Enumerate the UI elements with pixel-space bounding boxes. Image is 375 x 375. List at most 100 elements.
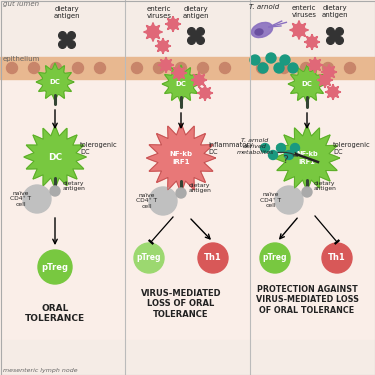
Ellipse shape [255, 29, 263, 35]
Circle shape [149, 187, 177, 215]
Text: DC: DC [50, 79, 60, 85]
Text: ?: ? [282, 155, 288, 165]
Circle shape [336, 37, 344, 44]
Polygon shape [307, 57, 323, 73]
Circle shape [176, 63, 186, 74]
Circle shape [291, 144, 300, 153]
Circle shape [331, 32, 339, 40]
Polygon shape [325, 84, 341, 100]
Polygon shape [144, 23, 162, 41]
Bar [0, 340, 375, 375]
Text: T. arnold: T. arnold [249, 4, 279, 10]
Polygon shape [165, 16, 181, 32]
Text: pTreg: pTreg [263, 254, 287, 262]
Bar [0, 57, 375, 79]
Text: enteric
viruses: enteric viruses [147, 6, 171, 19]
Text: NF-kb
IRF1: NF-kb IRF1 [296, 152, 318, 165]
Circle shape [58, 32, 66, 39]
Text: epithelium: epithelium [3, 56, 40, 62]
Text: tolerogenic
DC: tolerogenic DC [333, 141, 370, 154]
Text: gut lumen: gut lumen [3, 1, 39, 7]
Circle shape [261, 144, 270, 153]
Circle shape [68, 40, 75, 48]
Circle shape [63, 36, 71, 44]
Circle shape [256, 63, 267, 74]
Text: dietary
antigen: dietary antigen [54, 6, 80, 19]
Text: Th1: Th1 [204, 254, 222, 262]
Circle shape [274, 63, 284, 73]
Polygon shape [317, 72, 333, 88]
Circle shape [327, 28, 334, 35]
Text: DC: DC [302, 81, 312, 87]
Circle shape [72, 63, 84, 74]
Text: NF-kb
IRF1: NF-kb IRF1 [170, 152, 193, 165]
Polygon shape [304, 34, 320, 50]
Polygon shape [147, 123, 216, 192]
Polygon shape [290, 21, 308, 39]
Text: T. arnold
derived
metabolites: T. arnold derived metabolites [236, 138, 274, 154]
Circle shape [23, 185, 51, 213]
Polygon shape [197, 85, 213, 101]
Circle shape [258, 63, 268, 73]
Circle shape [275, 186, 303, 214]
Circle shape [196, 28, 204, 35]
Text: pTreg: pTreg [42, 262, 69, 272]
Circle shape [28, 63, 39, 74]
Text: mesenteric lymph node: mesenteric lymph node [3, 368, 78, 373]
Polygon shape [24, 126, 86, 188]
Text: dietary
antigen: dietary antigen [183, 6, 209, 19]
Circle shape [188, 28, 195, 35]
Text: dietary
antigen: dietary antigen [189, 183, 212, 194]
Text: tolerogenic
DC: tolerogenic DC [80, 141, 118, 154]
Polygon shape [162, 65, 200, 103]
Circle shape [322, 63, 333, 74]
Text: DC: DC [48, 153, 62, 162]
Circle shape [288, 63, 298, 73]
Circle shape [58, 40, 66, 48]
Circle shape [198, 63, 208, 74]
Circle shape [188, 37, 195, 44]
Text: naïve
CD4⁺ T
cell: naïve CD4⁺ T cell [10, 191, 32, 207]
Bar [0, 0, 375, 57]
Polygon shape [191, 72, 207, 88]
Circle shape [322, 243, 352, 273]
Circle shape [302, 187, 312, 197]
Polygon shape [171, 65, 187, 81]
Circle shape [198, 243, 228, 273]
Circle shape [266, 53, 276, 63]
Circle shape [279, 63, 290, 74]
Text: ORAL
TOLERANCE: ORAL TOLERANCE [25, 304, 85, 323]
Text: PROTECTION AGAINST
VIRUS-MEDIATED LOSS
OF ORAL TOLERANCE: PROTECTION AGAINST VIRUS-MEDIATED LOSS O… [255, 285, 358, 315]
Circle shape [300, 63, 312, 74]
Circle shape [153, 63, 165, 74]
Text: pTreg: pTreg [137, 254, 161, 262]
Text: DC: DC [176, 81, 186, 87]
Circle shape [196, 37, 204, 44]
Polygon shape [158, 57, 174, 73]
Text: dietary
antigen: dietary antigen [322, 5, 348, 18]
Polygon shape [155, 38, 171, 54]
Text: enteric
viruses: enteric viruses [291, 5, 316, 18]
Text: dietary
antigen: dietary antigen [63, 181, 86, 191]
Polygon shape [36, 63, 74, 101]
Circle shape [94, 63, 105, 74]
Circle shape [285, 150, 294, 159]
Circle shape [260, 243, 290, 273]
Circle shape [68, 32, 75, 39]
Polygon shape [288, 65, 326, 103]
Circle shape [192, 32, 200, 40]
Circle shape [327, 37, 334, 44]
Circle shape [134, 243, 164, 273]
Text: dietary
antigen: dietary antigen [314, 181, 337, 191]
Circle shape [276, 144, 285, 153]
Circle shape [280, 55, 290, 65]
Text: inflammatory
DC: inflammatory DC [208, 141, 253, 154]
Circle shape [176, 188, 186, 198]
Circle shape [132, 63, 142, 74]
Ellipse shape [251, 22, 273, 38]
Circle shape [38, 250, 72, 284]
Circle shape [250, 55, 260, 65]
Circle shape [345, 63, 355, 74]
Circle shape [219, 63, 231, 74]
Circle shape [51, 63, 62, 74]
